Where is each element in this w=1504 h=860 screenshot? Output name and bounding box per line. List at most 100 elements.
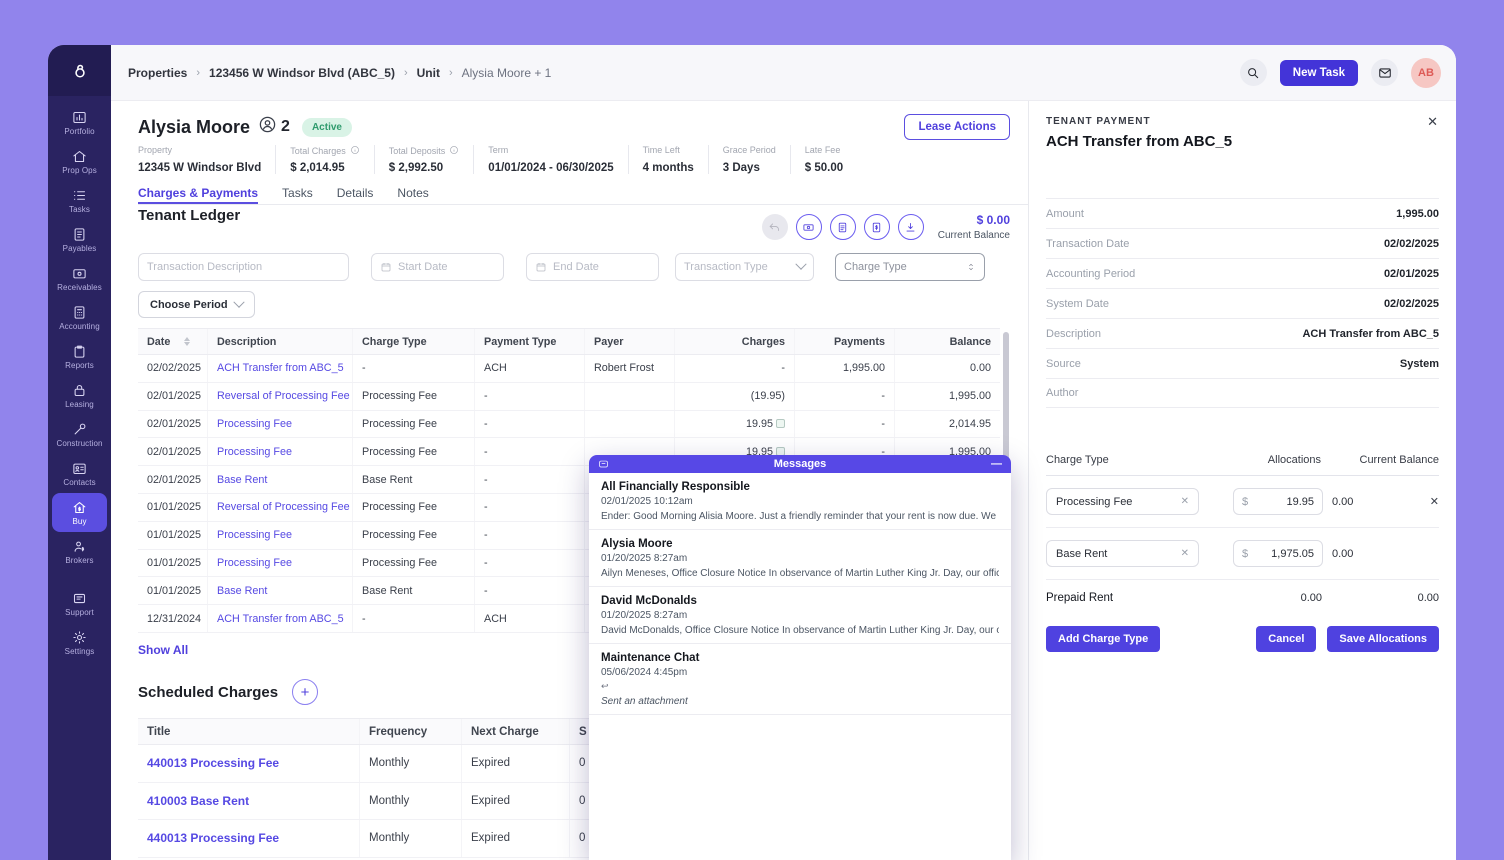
remove-icon[interactable]: ✕	[1180, 496, 1189, 507]
message-item[interactable]: Alysia Moore 01/20/2025 8:27am Ailyn Men…	[589, 530, 1011, 587]
info-icon[interactable]	[449, 145, 459, 157]
id-card-icon	[73, 463, 86, 474]
breadcrumb-properties[interactable]: Properties	[128, 65, 188, 80]
add-charge-type-button[interactable]: Add Charge Type	[1046, 626, 1161, 652]
minimize-icon[interactable]: —	[991, 457, 1002, 470]
sidebar-item-payables[interactable]: Payables	[48, 220, 111, 259]
house-dollar-icon	[73, 501, 86, 513]
sidebar-item-receivables[interactable]: Receivables	[48, 259, 111, 298]
save-allocations-button[interactable]: Save Allocations	[1327, 626, 1439, 652]
message-item[interactable]: Maintenance Chat 05/06/2024 4:45pm ↩ Sen…	[589, 644, 1011, 715]
breadcrumb-property[interactable]: 123456 W Windsor Blvd (ABC_5)	[209, 65, 395, 80]
table-row: 440013 Processing Fee Monthly Expired 0	[138, 820, 1000, 858]
avatar[interactable]: AB	[1411, 57, 1441, 88]
sidebar-item-contacts[interactable]: Contacts	[48, 454, 111, 493]
sidebar-item-portfolio[interactable]: Portfolio	[48, 103, 111, 142]
sidebar-item-support[interactable]: Support	[48, 584, 111, 623]
sidebar-item-tasks[interactable]: Tasks	[48, 181, 111, 220]
logo[interactable]	[48, 45, 111, 96]
show-all-link[interactable]: Show All	[138, 643, 189, 657]
sidebar-item-accounting[interactable]: Accounting	[48, 298, 111, 337]
tab-details[interactable]: Details	[336, 186, 374, 200]
sidebar-item-reports[interactable]: Reports	[48, 337, 111, 376]
mail-icon	[1378, 67, 1391, 78]
breadcrumb: Properties › 123456 W Windsor Blvd (ABC_…	[128, 66, 551, 80]
end-date-input[interactable]	[526, 253, 659, 281]
scheduled-charge-link[interactable]: 440013 Processing Fee	[147, 756, 280, 771]
record-payment-button[interactable]	[795, 214, 822, 240]
scheduled-charge-link[interactable]: 410003 Base Rent	[147, 793, 250, 808]
transaction-link[interactable]: ACH Transfer from ABC_5	[217, 362, 344, 375]
close-icon[interactable]: ✕	[1427, 114, 1438, 129]
cell-title: 410003 Base Rent	[138, 782, 360, 819]
stat-total-charges: Total Charges $ 2,014.95	[275, 145, 374, 174]
transaction-link[interactable]: Processing Fee	[217, 556, 293, 569]
lease-actions-button[interactable]: Lease Actions	[904, 114, 1010, 140]
breadcrumb-unit[interactable]: Unit	[416, 65, 440, 80]
transaction-link[interactable]: Base Rent	[217, 473, 268, 486]
choose-period-select[interactable]: Choose Period	[138, 291, 255, 318]
scheduled-charges-title: Scheduled Charges	[138, 683, 279, 701]
message-item[interactable]: All Financially Responsible 02/01/2025 1…	[589, 473, 1011, 530]
statement-button[interactable]	[829, 214, 856, 240]
cell-date: 02/02/2025	[138, 355, 208, 382]
new-task-button[interactable]: New Task	[1279, 59, 1358, 86]
transaction-link[interactable]: ACH Transfer from ABC_5	[217, 612, 344, 625]
charge-type-chip[interactable]: Base Rent ✕	[1046, 540, 1199, 567]
remove-icon[interactable]: ✕	[1180, 548, 1189, 559]
lock-icon	[74, 384, 85, 396]
tab-charges-payments[interactable]: Charges & Payments	[138, 186, 259, 204]
cell-frequency: Monthly	[360, 745, 462, 782]
sidebar-item-leasing[interactable]: Leasing	[48, 376, 111, 415]
info-icon[interactable]	[350, 145, 360, 157]
sidebar-item-brokers[interactable]: Brokers	[48, 532, 111, 571]
sidebar-item-prop-ops[interactable]: Prop Ops	[48, 142, 111, 181]
cell-charge-type: -	[353, 355, 475, 382]
transaction-link[interactable]: Processing Fee	[217, 529, 293, 542]
allocation-amount-input[interactable]: $ 1,975.05	[1233, 540, 1323, 567]
cell-payments: -	[795, 382, 895, 410]
transaction-link[interactable]: Reversal of Processing Fee	[217, 501, 350, 514]
person-dollar-icon	[74, 541, 85, 552]
status-badge: Active	[301, 117, 352, 137]
document-icon	[74, 227, 85, 241]
transaction-link[interactable]: Reversal of Processing Fee	[217, 390, 350, 403]
cell-description: Base Rent	[208, 577, 353, 605]
tab-notes[interactable]: Notes	[397, 186, 429, 200]
charge-type-select[interactable]: Charge Type	[835, 253, 985, 281]
start-date-input[interactable]	[371, 253, 504, 281]
sidebar-item-settings[interactable]: Settings	[48, 623, 111, 662]
cell-description: Base Rent	[208, 466, 353, 493]
cell-date: 01/01/2025	[138, 577, 208, 605]
allocation-amount-input[interactable]: $ 19.95	[1233, 488, 1323, 515]
messages-header[interactable]: Messages —	[589, 455, 1011, 473]
download-button[interactable]	[897, 214, 924, 240]
search-button[interactable]	[1239, 59, 1267, 86]
transaction-link[interactable]: Processing Fee	[217, 417, 293, 430]
ledger-title: Tenant Ledger	[138, 207, 241, 224]
sort-icon[interactable]	[184, 337, 191, 346]
cell-title: 440013 Processing Fee	[138, 820, 360, 857]
sidebar-item-construction[interactable]: Construction	[48, 415, 111, 454]
mail-button[interactable]	[1371, 59, 1398, 86]
transaction-type-select[interactable]: Transaction Type	[675, 253, 814, 281]
charge-type-chip[interactable]: Processing Fee ✕	[1046, 488, 1199, 515]
sidebar-item-buy[interactable]: Buy	[52, 493, 107, 532]
cancel-button[interactable]: Cancel	[1256, 626, 1317, 652]
scheduled-charge-link[interactable]: 440013 Processing Fee	[147, 831, 280, 846]
transaction-link[interactable]: Base Rent	[217, 584, 268, 597]
invoice-button[interactable]	[863, 214, 890, 240]
cell-description: Processing Fee	[208, 438, 353, 466]
cell-charges: 19.95	[675, 410, 795, 438]
cell-payment-type: ACH	[475, 355, 585, 382]
transaction-link[interactable]: Processing Fee	[217, 445, 293, 458]
undo-button[interactable]	[761, 214, 788, 240]
remove-row-icon[interactable]: ✕	[1429, 496, 1439, 508]
cell-payment-type: -	[475, 466, 585, 493]
statement-icon	[839, 222, 847, 232]
add-scheduled-charge-button[interactable]: +	[292, 679, 319, 705]
stat-grace-period: Grace Period 3 Days	[707, 145, 790, 174]
transaction-description-input[interactable]	[138, 253, 349, 281]
tab-tasks[interactable]: Tasks	[282, 186, 313, 200]
message-item[interactable]: David McDonalds 01/20/2025 8:27am David …	[589, 587, 1011, 644]
